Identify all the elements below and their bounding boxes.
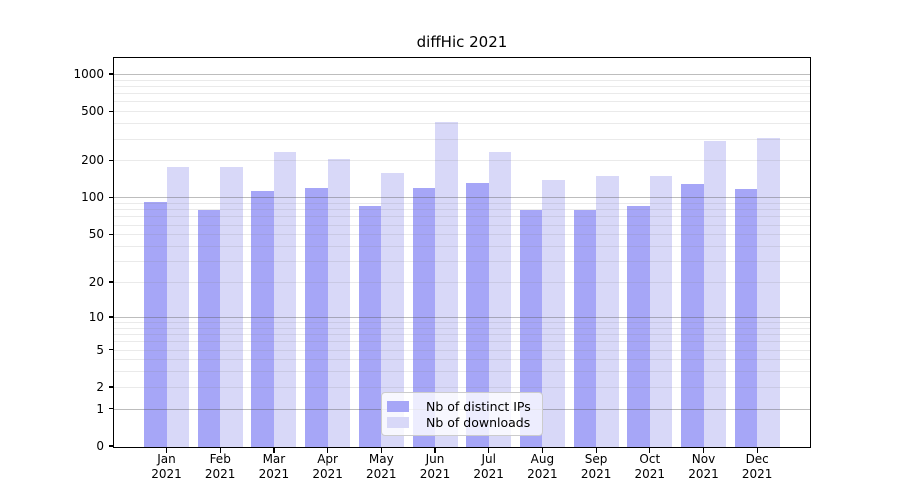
bars-layer <box>114 58 810 447</box>
bar-distinct-ips <box>627 206 650 447</box>
x-tick-mark <box>756 447 758 453</box>
x-tick-label: Feb 2021 <box>204 452 236 481</box>
legend-item-distinct-ips: Nb of distinct IPs <box>387 399 535 414</box>
x-tick-label: May 2021 <box>366 452 397 481</box>
bar-distinct-ips <box>358 206 382 447</box>
bar-downloads <box>273 151 297 447</box>
y-tick-label: 1 <box>96 401 104 416</box>
y-tick-mark <box>109 408 114 410</box>
bar-downloads <box>649 175 673 447</box>
bar-distinct-ips <box>573 210 597 447</box>
y-tick-mark <box>109 386 114 388</box>
bar-distinct-ips <box>305 187 328 447</box>
bar-distinct-ips <box>734 189 758 447</box>
x-tick-mark <box>165 447 168 453</box>
x-tick-mark <box>595 447 597 453</box>
y-tick-mark <box>109 73 114 75</box>
bar-distinct-ips <box>681 184 704 447</box>
y-tick-label: 2 <box>96 379 104 394</box>
x-tick-mark <box>541 447 544 453</box>
bar-distinct-ips <box>412 187 435 447</box>
x-tick-label: Jan 2021 <box>151 452 182 481</box>
legend-label-downloads: Nb of downloads <box>426 415 531 430</box>
legend-item-downloads: Nb of downloads <box>387 415 535 430</box>
x-tick-mark <box>327 447 329 453</box>
bar-downloads <box>220 166 243 447</box>
x-tick-label: Aug 2021 <box>527 452 558 481</box>
x-tick-label: Dec 2021 <box>741 452 773 481</box>
legend-swatch-downloads <box>387 417 409 428</box>
x-tick-mark <box>273 447 275 453</box>
y-tick-label: 1000 <box>73 66 104 81</box>
bar-distinct-ips <box>466 183 489 447</box>
x-tick-label: Apr 2021 <box>312 452 343 481</box>
x-tick-label: Jun 2021 <box>419 452 451 481</box>
y-tick-mark <box>109 233 114 235</box>
bar-distinct-ips <box>197 210 221 447</box>
x-tick-label: Nov 2021 <box>688 452 719 481</box>
chart-title: diffHic 2021 <box>416 33 508 51</box>
legend-label-distinct-ips: Nb of distinct IPs <box>426 399 531 414</box>
bar-downloads <box>703 141 726 447</box>
y-tick-label: 20 <box>88 275 104 290</box>
y-tick-label: 10 <box>88 309 104 324</box>
bar-downloads <box>381 172 404 447</box>
x-tick-mark <box>434 447 436 453</box>
bar-distinct-ips <box>251 190 274 447</box>
bar-downloads <box>596 176 619 447</box>
x-tick-label: Oct 2021 <box>634 452 666 481</box>
y-tick-label: 5 <box>96 342 104 357</box>
y-tick-label: 100 <box>81 190 104 205</box>
y-tick-label: 0 <box>96 439 104 453</box>
x-tick-label: Mar 2021 <box>258 452 290 481</box>
bar-distinct-ips <box>519 210 543 447</box>
y-tick-mark <box>109 316 114 318</box>
legend-swatch-distinct-ips <box>387 401 409 412</box>
x-tick-mark <box>380 447 382 453</box>
bar-downloads <box>488 151 512 447</box>
x-tick-mark <box>488 447 490 453</box>
y-tick-mark <box>109 196 114 199</box>
bar-downloads <box>435 121 458 447</box>
y-tick-label: 50 <box>88 227 104 242</box>
legend: Nb of distinct IPs Nb of downloads <box>381 392 543 436</box>
bar-downloads <box>166 166 189 447</box>
y-tick-mark <box>109 445 114 447</box>
y-tick-label: 500 <box>81 104 104 119</box>
x-tick-mark <box>649 447 651 453</box>
x-tick-label: Jul 2021 <box>473 452 504 481</box>
y-tick-mark <box>109 159 114 162</box>
y-tick-mark <box>109 281 114 283</box>
y-tick-label: 200 <box>81 153 104 168</box>
bar-downloads <box>542 179 565 447</box>
x-tick-mark <box>702 447 705 453</box>
bar-distinct-ips <box>144 201 167 447</box>
x-tick-mark <box>219 447 221 453</box>
bar-downloads <box>327 158 351 447</box>
y-tick-mark <box>109 110 114 112</box>
bar-downloads <box>757 137 780 447</box>
y-tick-mark <box>109 348 114 351</box>
x-tick-label: Sep 2021 <box>580 452 612 481</box>
